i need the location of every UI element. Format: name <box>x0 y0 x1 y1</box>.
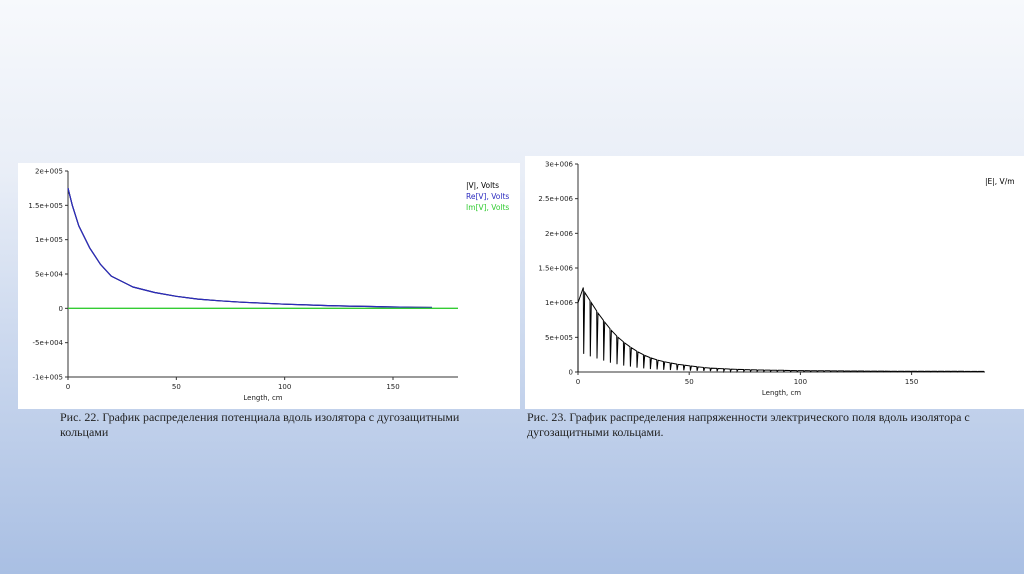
y-tick-label: -5e+004 <box>32 339 63 347</box>
x-tick-label: 150 <box>905 378 918 386</box>
y-tick-label: 5e+004 <box>35 271 64 279</box>
legend-entry: Re[V], Volts <box>466 192 509 201</box>
series-line-abs-e <box>577 287 985 374</box>
x-axis-title: Length, cm <box>243 394 282 402</box>
legend-entry: Im[V], Volts <box>466 203 509 212</box>
y-tick-label: 1.5e+005 <box>28 202 63 210</box>
y-tick-label: 2e+006 <box>545 230 574 238</box>
field-chart: 3e+006 2.5e+006 2e+006 1.5e+006 1e+006 5e+005… <box>538 161 1015 398</box>
y-tick-label: 5e+005 <box>545 334 573 342</box>
y-tick-label: 3e+006 <box>545 161 574 169</box>
x-tick-label: 0 <box>576 378 580 386</box>
y-tick-label: 1e+005 <box>35 236 63 244</box>
y-tick-label: -1e+005 <box>32 374 63 382</box>
y-tick-label: 2e+005 <box>35 168 63 176</box>
x-tick-label: 100 <box>794 378 807 386</box>
x-tick-label: 0 <box>66 383 70 391</box>
caption-field: Рис. 23. График распределения напряженно… <box>527 410 970 439</box>
chart-panel-potential: 2e+005 1.5e+005 1e+005 5e+004 0 -5e+004 -1e+00… <box>18 163 520 409</box>
x-tick-label: 50 <box>685 378 694 386</box>
y-tick-label: 2.5e+006 <box>538 195 573 203</box>
potential-chart: 2e+005 1.5e+005 1e+005 5e+004 0 -5e+004 -1e+00… <box>28 168 509 403</box>
chart-panel-field: 3e+006 2.5e+006 2e+006 1.5e+006 1e+006 5e+005… <box>525 156 1024 409</box>
y-tick-label: 0 <box>569 369 573 377</box>
y-tick-label: 1e+006 <box>545 299 574 307</box>
y-tick-label: 1.5e+006 <box>538 265 573 273</box>
x-tick-label: 100 <box>278 383 291 391</box>
series-line-re-v <box>67 188 433 309</box>
series-line-abs-v <box>67 188 433 309</box>
x-tick-label: 50 <box>172 383 181 391</box>
x-axis-title: Length, cm <box>762 389 801 397</box>
x-tick-label: 150 <box>386 383 399 391</box>
caption-potential: Рис. 22. График распределения потенциала… <box>60 410 460 439</box>
y-tick-label: 0 <box>59 305 63 313</box>
legend-entry: |E|, V/m <box>985 177 1015 186</box>
legend-entry: |V|, Volts <box>466 181 499 190</box>
